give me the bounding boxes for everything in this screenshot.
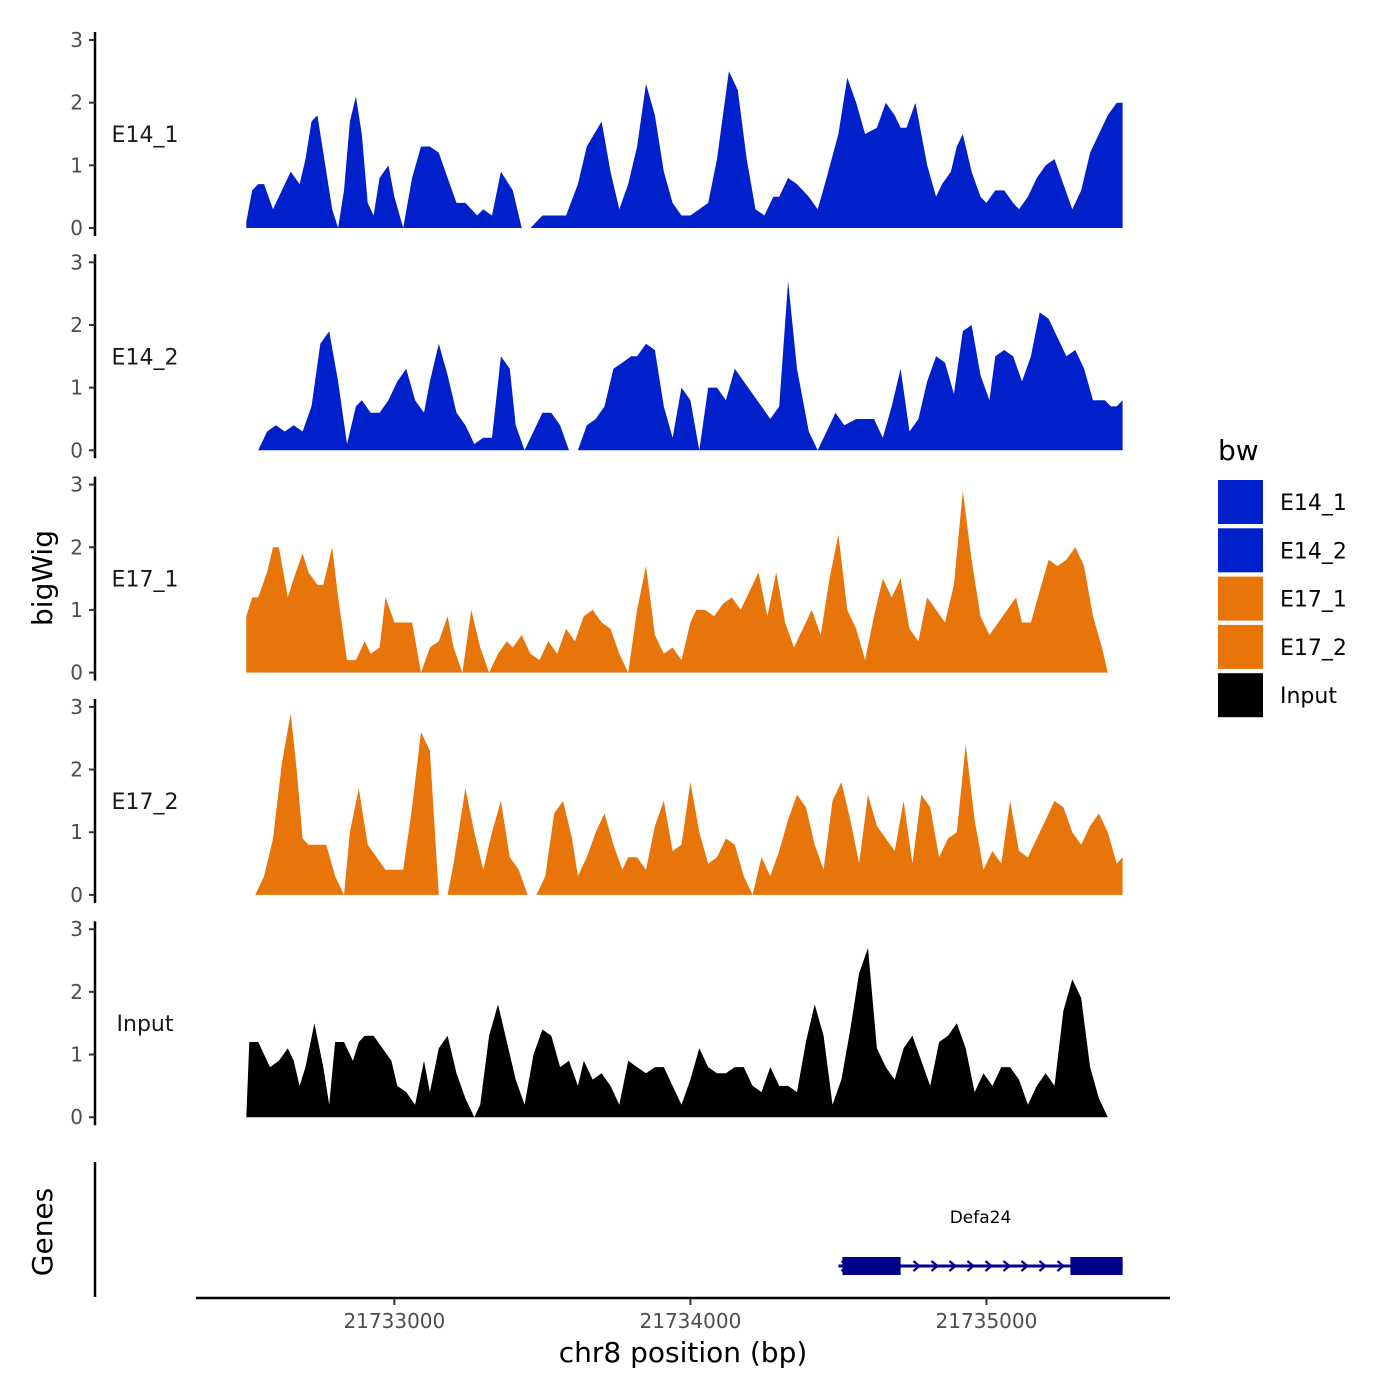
y-tick-label: 1 <box>70 376 83 400</box>
legend-label-E17_1: E17_1 <box>1280 588 1347 613</box>
y-tick-label: 3 <box>70 250 83 274</box>
y-tick-label: 3 <box>70 695 83 719</box>
x-axis: 21733000 21734000 21735000 <box>196 1296 1170 1333</box>
legend-swatch-E14_2 <box>1218 528 1263 573</box>
strand-arrow <box>948 1260 958 1272</box>
panel-E14_2: 0 1 2 3 E14_2 <box>70 250 1123 462</box>
y-tick-label: 1 <box>70 598 83 622</box>
legend-swatch-E17_1 <box>1218 576 1263 621</box>
y-tick-label: 2 <box>70 313 83 337</box>
strand-arrow <box>1038 1260 1048 1272</box>
strand-arrow <box>930 1260 940 1272</box>
y-tick-label: 0 <box>70 216 83 240</box>
track-panels: 0 1 2 3 E14_1 0 1 2 3 E14_2 0 1 2 3 E17_1 0 1 2 3 E17_2 0 1 2 3… <box>70 28 1129 1129</box>
gene-name-label: Defa24 <box>950 1208 1012 1228</box>
track-label: E14_2 <box>112 345 179 370</box>
y-tick-label: 1 <box>70 153 83 177</box>
y-axis-title: bigWig <box>26 530 59 626</box>
y-tick-label: 3 <box>70 473 83 497</box>
gene-track-title: Genes <box>26 1188 59 1276</box>
legend-swatch-E17_2 <box>1218 624 1263 669</box>
track-label: E14_1 <box>112 123 179 148</box>
legend-swatch-Input <box>1218 673 1263 718</box>
panel-Input: 0 1 2 3 Input <box>70 917 1129 1129</box>
x-tick-label: 21735000 <box>936 1309 1038 1333</box>
y-tick-label: 2 <box>70 535 83 559</box>
y-tick-label: 2 <box>70 91 83 115</box>
legend-title: bw <box>1218 434 1259 467</box>
strand-arrow <box>1056 1260 1066 1272</box>
panel-E17_1: 0 1 2 3 E17_1 <box>70 473 1126 685</box>
coverage-area-E14_2 <box>246 281 1123 451</box>
track-label: Input <box>117 1012 174 1037</box>
y-tick-label: 1 <box>70 820 83 844</box>
strand-arrow <box>1002 1260 1012 1272</box>
y-tick-label: 0 <box>70 438 83 462</box>
legend-swatch-E14_1 <box>1218 480 1263 524</box>
coverage-area-E14_1 <box>246 71 1123 228</box>
gene-exon <box>1070 1257 1123 1275</box>
gene-exon <box>842 1257 901 1275</box>
gene-Defa24: Defa24 <box>838 1208 1123 1275</box>
track-label: E17_1 <box>112 568 179 593</box>
strand-arrow <box>912 1260 922 1272</box>
legend: bw E14_1 E14_2 E17_1 E17_2 Input <box>1218 434 1347 718</box>
coverage-area-E17_2 <box>246 713 1123 895</box>
strand-arrow <box>1020 1260 1030 1272</box>
legend-label-Input: Input <box>1280 684 1337 709</box>
x-tick-label: 21733000 <box>343 1309 445 1333</box>
x-tick-label: 21734000 <box>640 1309 742 1333</box>
y-tick-label: 3 <box>70 28 83 52</box>
y-tick-label: 0 <box>70 661 83 685</box>
legend-label-E17_2: E17_2 <box>1280 636 1347 661</box>
track-label: E17_2 <box>112 790 179 815</box>
legend-label-E14_1: E14_1 <box>1280 491 1347 516</box>
y-tick-label: 0 <box>70 1105 83 1129</box>
y-tick-label: 2 <box>70 980 83 1004</box>
x-axis-title: chr8 position (bp) <box>559 1336 808 1369</box>
coverage-area-Input <box>246 948 1129 1118</box>
panel-E17_2: 0 1 2 3 E17_2 <box>70 695 1123 907</box>
y-tick-label: 1 <box>70 1043 83 1067</box>
y-tick-label: 2 <box>70 758 83 782</box>
gene-track: Defa24 <box>93 1162 1123 1297</box>
y-tick-label: 3 <box>70 917 83 941</box>
legend-label-E14_2: E14_2 <box>1280 539 1347 564</box>
strand-arrow <box>966 1260 976 1272</box>
coverage-area-E17_1 <box>246 490 1126 673</box>
panel-E14_1: 0 1 2 3 E14_1 <box>70 28 1123 240</box>
strand-arrow <box>984 1260 994 1272</box>
y-tick-label: 0 <box>70 883 83 907</box>
